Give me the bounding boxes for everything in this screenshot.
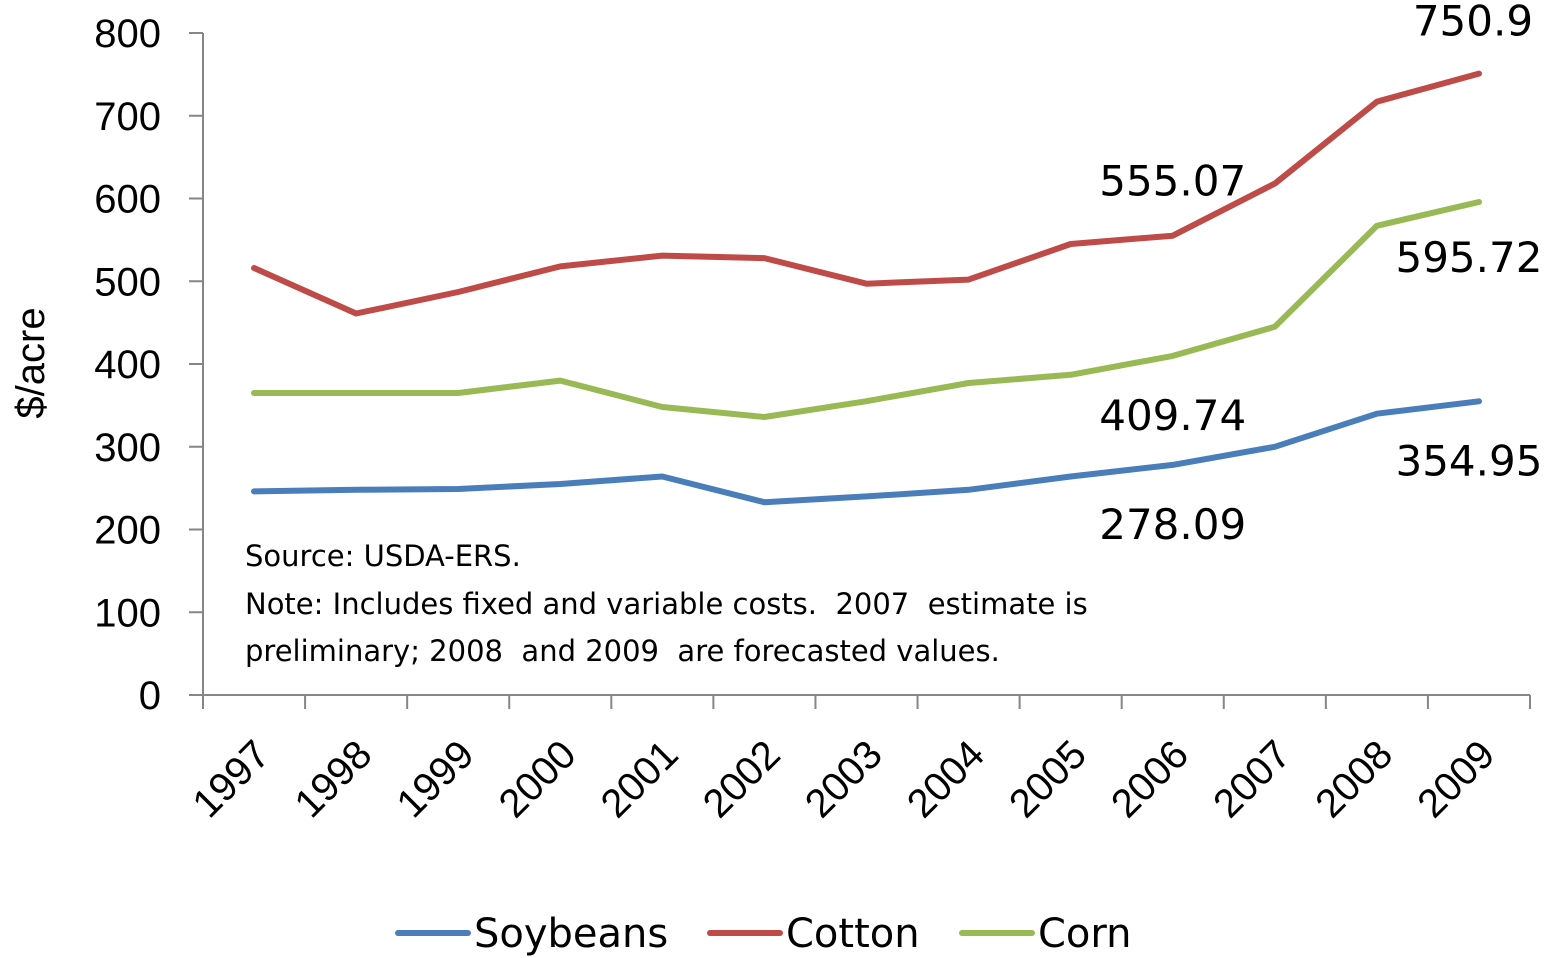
x-tick-label: 2001 — [593, 732, 687, 826]
data-annotations: 750.9 555.07 595.72 409.74 354.95 278.09 — [1099, 0, 1542, 549]
y-tick-label: 200 — [94, 509, 161, 553]
series-line-soybeans — [251, 398, 1482, 506]
data-label: 555.07 — [1099, 157, 1246, 206]
y-tick-label: 500 — [94, 260, 161, 304]
data-label: 595.72 — [1395, 233, 1542, 282]
x-tick-label: 2008 — [1307, 732, 1401, 826]
legend-label-cotton: Cotton — [786, 911, 920, 957]
x-tick-labels: 1997 1998 1999 2000 2001 2002 2003 2004 2005 2006… — [184, 732, 1503, 826]
axes — [189, 32, 1531, 709]
x-tick-label: 2002 — [695, 732, 789, 826]
y-tick-label: 600 — [94, 178, 161, 222]
series-lines — [251, 70, 1482, 506]
x-tick-label: 1998 — [286, 732, 380, 826]
x-tick-label: 2009 — [1409, 732, 1503, 826]
y-tick-label: 300 — [94, 426, 161, 470]
series-line-corn — [251, 199, 1482, 420]
y-tick-label: 400 — [94, 343, 161, 387]
x-tick-label: 1999 — [389, 732, 483, 826]
x-tick-label: 1997 — [184, 732, 278, 826]
y-axis-label: $/acre — [9, 307, 53, 418]
data-label: 409.74 — [1099, 391, 1246, 440]
legend: Soybeans Cotton Corn — [395, 911, 1132, 957]
y-tick-labels: 0 100 200 300 400 500 600 700 800 — [94, 12, 161, 718]
x-tick-label: 2003 — [797, 732, 891, 826]
x-tick-label: 2000 — [491, 732, 585, 826]
x-tick-label: 2006 — [1103, 732, 1197, 826]
series-line-cotton — [251, 70, 1482, 317]
source-note: Source: USDA-ERS. Note: Includes fixed a… — [245, 539, 1088, 668]
note-line-1: Source: USDA-ERS. — [245, 539, 521, 573]
y-tick-label: 100 — [94, 591, 161, 635]
y-tick-label: 700 — [94, 95, 161, 139]
x-tick-label: 2005 — [1001, 732, 1095, 826]
y-tick-label: 800 — [94, 12, 161, 56]
data-label: 750.9 — [1413, 0, 1533, 46]
x-tick-label: 2004 — [899, 732, 993, 826]
x-tick-label: 2007 — [1205, 732, 1299, 826]
note-line-3: preliminary; 2008 and 2009 are forecaste… — [245, 634, 1000, 668]
y-tick-label: 0 — [139, 674, 161, 718]
legend-label-soybeans: Soybeans — [474, 911, 668, 957]
note-line-2: Note: Includes fixed and variable costs.… — [245, 587, 1088, 621]
legend-label-corn: Corn — [1038, 911, 1132, 957]
data-label: 278.09 — [1099, 500, 1246, 549]
data-label: 354.95 — [1395, 436, 1542, 485]
